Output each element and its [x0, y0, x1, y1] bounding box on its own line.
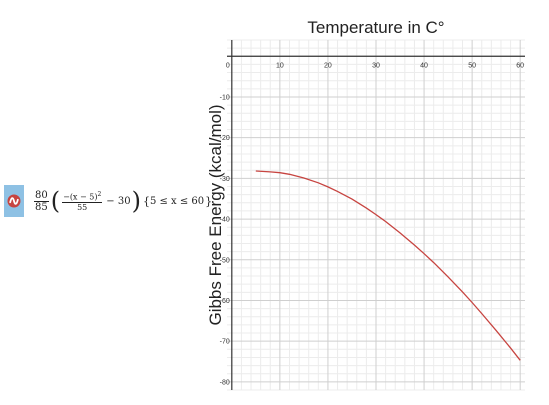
- inner-numerator: −(x − 5)2: [62, 190, 103, 203]
- x-tick-label: 50: [468, 62, 476, 69]
- inner-exponent: 2: [97, 191, 102, 199]
- x-tick-label: 30: [372, 62, 380, 69]
- inner-fraction: −(x − 5)2 55: [62, 190, 103, 212]
- x-tick-label: 10: [276, 62, 284, 69]
- x-tick-label: 0: [226, 62, 230, 69]
- y-tick-label: -10: [220, 94, 230, 101]
- inner-numerator-text: −(x − 5): [63, 192, 98, 202]
- y-tick-label: -60: [220, 298, 230, 305]
- domain-restriction: 5 ≤ x ≤ 60: [149, 195, 205, 207]
- coefficient-fraction: 80 85: [34, 190, 49, 213]
- coefficient-denominator: 85: [35, 201, 48, 213]
- expression-panel[interactable]: 80 85 ( −(x − 5)2 55 − 30 ) { 5 ≤ x ≤ 60…: [4, 182, 212, 220]
- y-tick-label: -70: [220, 339, 230, 346]
- y-tick-label: -30: [220, 176, 230, 183]
- y-tick-label: -50: [220, 257, 230, 264]
- chart-title: Temperature in C°: [307, 18, 444, 37]
- y-tick-label: -20: [220, 135, 230, 142]
- coefficient-numerator: 80: [34, 189, 49, 202]
- domain-open-brace: {: [142, 194, 150, 208]
- left-paren: (: [50, 187, 61, 215]
- x-tick-label: 20: [324, 62, 332, 69]
- inner-denominator: 55: [77, 202, 88, 212]
- minus-term: − 30: [106, 195, 131, 207]
- expression-formula: 80 85 ( −(x − 5)2 55 − 30 ) { 5 ≤ x ≤ 60…: [33, 189, 212, 213]
- y-tick-label: -80: [220, 379, 230, 386]
- x-tick-label: 40: [420, 62, 428, 69]
- domain-close-brace: }: [205, 194, 213, 208]
- y-axis-label: Gibbs Free Energy (kcal/mol): [206, 104, 225, 325]
- x-tick-label: 60: [516, 62, 524, 69]
- y-tick-label: -40: [220, 217, 230, 224]
- desmos-logo-icon: [4, 185, 24, 217]
- series-line: [255, 170, 521, 361]
- right-paren: ): [131, 187, 141, 215]
